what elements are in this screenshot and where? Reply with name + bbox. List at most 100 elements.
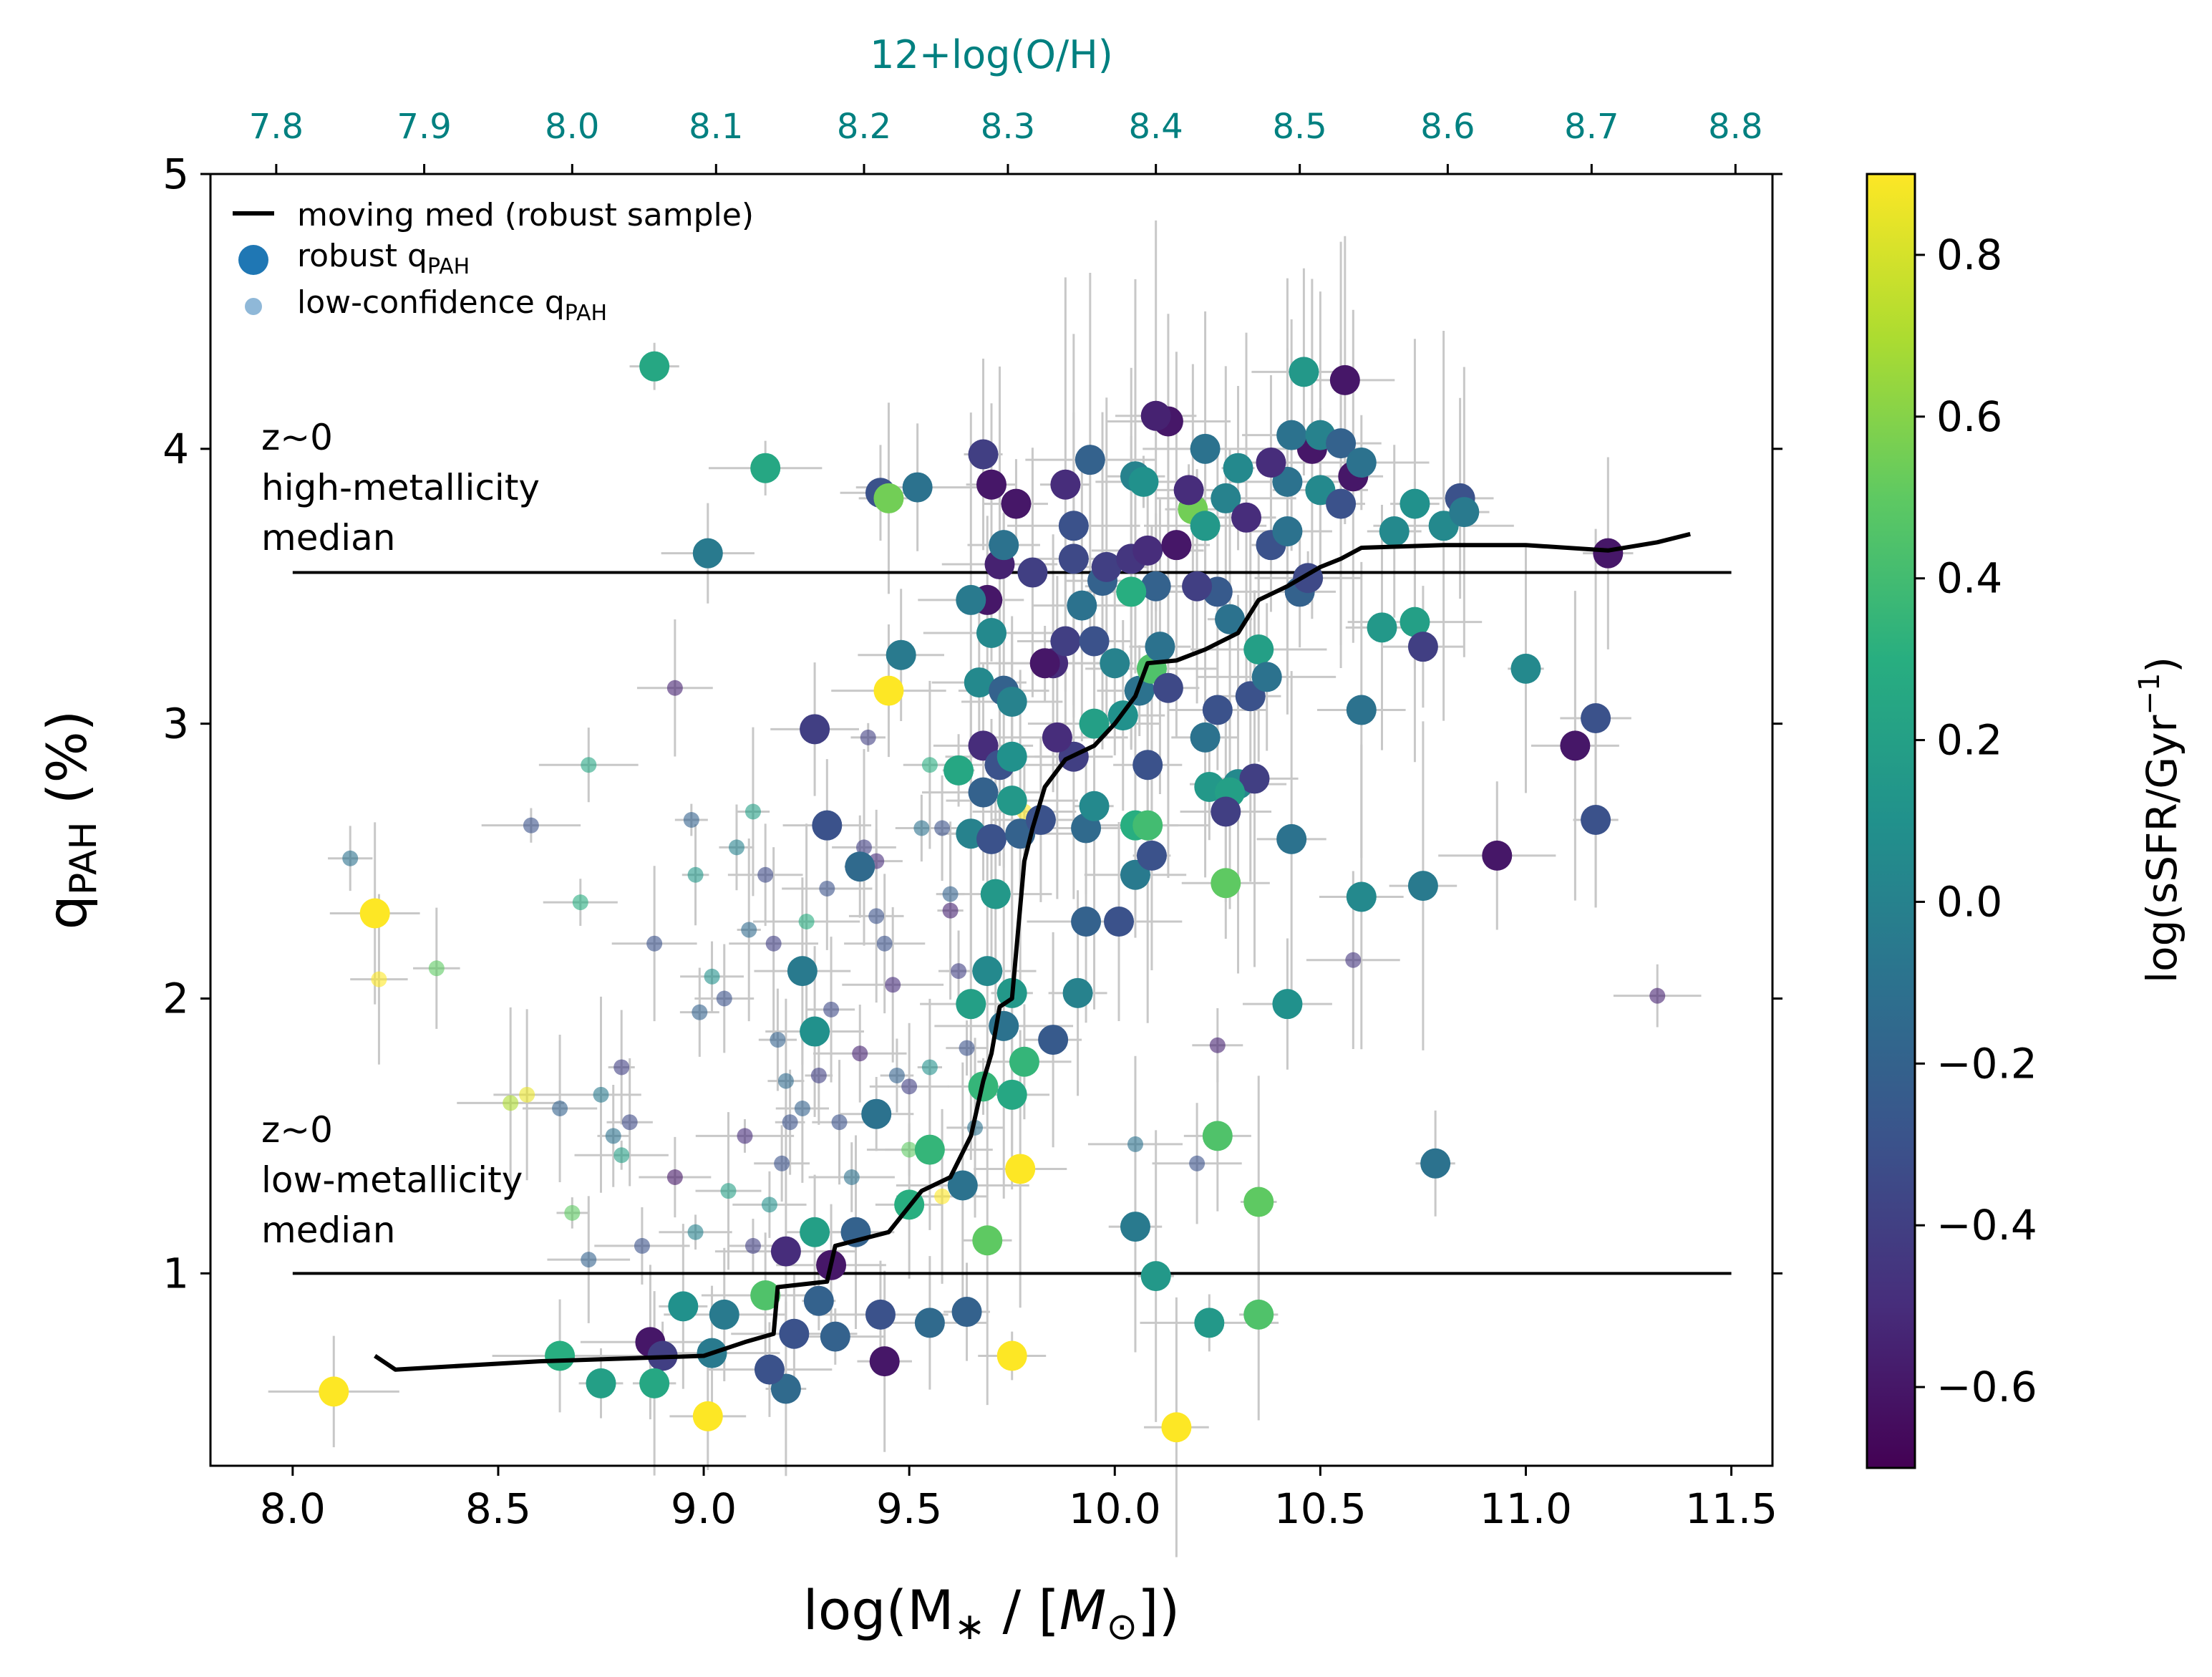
- robust-point: [989, 530, 1019, 561]
- robust-point: [1071, 907, 1102, 937]
- robust-point: [319, 1376, 349, 1407]
- lowconf-point: [774, 1155, 790, 1171]
- lowconf-point: [934, 1188, 951, 1204]
- robust-point: [1420, 1148, 1451, 1179]
- robust-points: [319, 351, 1624, 1443]
- robust-point: [586, 1368, 616, 1398]
- colorbar-ticks: −0.6 −0.4 −0.2 0.0 0.2 0.4 0.6 0.8: [1915, 231, 2037, 1411]
- colorbar-tick-label: 0.0: [1936, 877, 2002, 926]
- robust-point: [1058, 511, 1089, 541]
- colorbar: [1866, 173, 1916, 1469]
- robust-point: [1079, 791, 1110, 821]
- lowconf-point: [798, 914, 815, 930]
- legend-lowconf-text: low-confidence q: [297, 284, 565, 321]
- lowconf-point: [860, 729, 876, 745]
- robust-point: [1276, 823, 1307, 854]
- robust-point: [1173, 475, 1204, 506]
- robust-point: [1190, 722, 1221, 753]
- robust-point: [812, 810, 843, 841]
- robust-point: [1243, 634, 1274, 665]
- robust-point: [1009, 1046, 1039, 1077]
- lowconf-point: [831, 1114, 848, 1131]
- lowconf-point: [934, 820, 951, 836]
- colorbar-tick-label: −0.2: [1936, 1039, 2037, 1088]
- legend-lowconf-sub: PAH: [565, 301, 607, 326]
- x-tick-label: 11.0: [1480, 1484, 1572, 1533]
- robust-point: [770, 1236, 801, 1267]
- low-metallicity-label-line3: median: [261, 1209, 395, 1251]
- legend-robust-label: robust qPAH: [297, 238, 470, 279]
- robust-point: [1289, 357, 1319, 387]
- robust-point: [1079, 626, 1110, 657]
- moving-median-line: [374, 531, 1691, 1372]
- x-axis-label-sub: ∗: [954, 1605, 986, 1648]
- robust-point: [1132, 750, 1163, 780]
- robust-point: [639, 351, 670, 382]
- lowconf-point: [683, 812, 699, 828]
- lowconf-point: [744, 1237, 761, 1254]
- robust-point: [914, 1308, 945, 1338]
- lowconf-point: [921, 757, 938, 773]
- robust-point: [709, 1299, 739, 1330]
- robust-point: [1161, 530, 1192, 561]
- lowconf-point: [503, 1095, 519, 1111]
- robust-point: [996, 1079, 1027, 1110]
- lowconf-point: [720, 1183, 737, 1199]
- plot-frame: [209, 173, 1774, 1467]
- colorbar-label-sup: −1: [2133, 673, 2166, 715]
- robust-point: [976, 823, 1006, 854]
- robust-point: [956, 584, 986, 615]
- lowconf-point: [868, 908, 885, 924]
- robust-point: [1116, 576, 1147, 607]
- lowconf-point: [692, 1004, 708, 1020]
- colorbar-tick-label: 0.6: [1936, 392, 2002, 441]
- robust-point: [1211, 868, 1241, 899]
- lowconf-point: [613, 1147, 630, 1164]
- robust-point: [976, 617, 1006, 648]
- legend-robust-marker: [238, 245, 268, 275]
- x-tick-label: 9.0: [671, 1484, 737, 1533]
- robust-point: [1190, 511, 1221, 541]
- robust-point: [1038, 1025, 1069, 1055]
- robust-point: [820, 1321, 850, 1352]
- robust-point: [1211, 796, 1241, 827]
- robust-point: [1581, 702, 1611, 733]
- lowconf-point: [552, 1101, 568, 1117]
- x-axis-ticks: 8.0 8.5 9.0 9.5 10.0 10.5 11.0 11.5: [260, 1466, 1777, 1533]
- low-metallicity-label-line2: low-metallicity: [261, 1159, 523, 1201]
- lowconf-point: [782, 1114, 798, 1131]
- robust-point: [800, 1217, 830, 1247]
- y-tick-label: 3: [162, 700, 189, 748]
- robust-point: [754, 1354, 785, 1385]
- lowconf-point: [810, 1067, 827, 1083]
- robust-point: [845, 851, 875, 882]
- lowconf-point: [572, 894, 588, 911]
- robust-point: [947, 1170, 978, 1201]
- lowconf-point: [843, 1169, 860, 1185]
- robust-point: [668, 1291, 699, 1322]
- robust-point: [1560, 730, 1591, 761]
- robust-point: [1128, 466, 1159, 497]
- x-axis-label-main: log(M: [803, 1578, 954, 1642]
- robust-point: [886, 639, 916, 670]
- robust-point: [779, 1318, 810, 1349]
- robust-point: [1091, 551, 1122, 582]
- robust-point: [750, 453, 781, 483]
- x-tick-label: 11.5: [1685, 1484, 1777, 1533]
- robust-point: [1050, 626, 1081, 657]
- robust-point: [996, 1340, 1027, 1371]
- lowconf-point: [704, 968, 720, 985]
- robust-point: [873, 675, 904, 706]
- lowconf-point: [855, 839, 872, 856]
- robust-point: [972, 956, 1003, 987]
- x-axis-label: log(M∗ / [M⊙]): [803, 1578, 1180, 1648]
- lowconf-point: [770, 1032, 786, 1048]
- lowconf-point: [777, 1073, 794, 1089]
- lowconf-point: [1127, 1136, 1143, 1152]
- lowconf-point: [765, 935, 782, 952]
- top-tick-label: 8.7: [1564, 107, 1619, 147]
- robust-point: [1482, 840, 1513, 871]
- x-axis-label-close: ]): [1137, 1578, 1180, 1642]
- lowconf-point: [876, 935, 893, 952]
